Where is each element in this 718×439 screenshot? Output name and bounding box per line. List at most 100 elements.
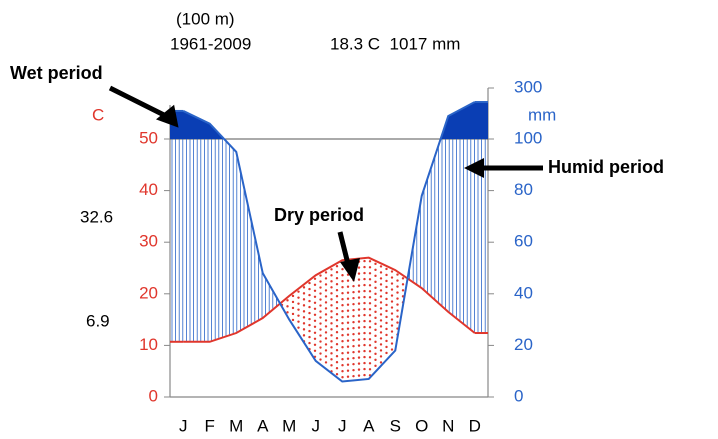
x-tick-label: D bbox=[469, 416, 481, 435]
dry-dot bbox=[379, 283, 383, 286]
dry-dot bbox=[363, 289, 366, 293]
y2-tick-label: 40 bbox=[514, 283, 533, 302]
dry-dot bbox=[374, 268, 377, 272]
dry-dot bbox=[357, 350, 361, 353]
y2-tick-label: 60 bbox=[514, 232, 533, 251]
dry-dot bbox=[352, 374, 355, 378]
dry-dot bbox=[330, 310, 333, 313]
dry-dot bbox=[357, 266, 361, 269]
x-tick-label: N bbox=[442, 416, 454, 435]
x-tick-label: J bbox=[179, 416, 188, 435]
x-tick-label: J bbox=[338, 416, 347, 435]
dry-dot bbox=[374, 298, 377, 302]
dry-dot bbox=[379, 343, 383, 346]
dry-dot bbox=[335, 367, 339, 370]
dry-dot bbox=[324, 361, 328, 364]
dry-dot bbox=[341, 280, 344, 283]
dry-dot bbox=[346, 327, 350, 330]
dry-dot bbox=[313, 277, 317, 281]
dry-dot bbox=[385, 333, 388, 337]
dry-dot bbox=[352, 290, 355, 294]
dry-dot bbox=[357, 326, 361, 329]
wet-fill bbox=[170, 110, 224, 139]
dry-dot bbox=[308, 305, 311, 309]
dry-dot bbox=[313, 313, 317, 317]
dry-dot bbox=[324, 313, 328, 316]
dry-dot bbox=[363, 265, 366, 269]
dry-dot bbox=[324, 307, 328, 310]
dry-dot bbox=[368, 326, 372, 329]
dry-dot bbox=[313, 349, 317, 353]
dry-dot bbox=[363, 277, 366, 281]
dry-dot bbox=[379, 289, 383, 292]
dry-dot bbox=[390, 282, 394, 285]
dry-dot bbox=[357, 284, 361, 287]
dry-dot bbox=[352, 320, 355, 324]
dry-dot bbox=[368, 362, 372, 365]
dry-dot bbox=[346, 333, 350, 336]
dry-dot bbox=[390, 342, 394, 345]
dry-dot bbox=[385, 285, 388, 289]
dry-dot bbox=[379, 307, 383, 310]
dry-dot bbox=[302, 328, 306, 331]
y2-tick-label: 300 bbox=[514, 77, 542, 96]
dry-dot bbox=[357, 356, 361, 359]
dry-dot bbox=[368, 266, 372, 269]
dry-dot bbox=[319, 334, 322, 337]
dry-dot bbox=[324, 343, 328, 346]
dry-dot bbox=[308, 323, 311, 327]
dry-dot bbox=[352, 308, 355, 312]
dry-dot bbox=[363, 343, 366, 347]
dry-dot bbox=[313, 325, 317, 329]
dry-dot bbox=[357, 362, 361, 365]
dry-dot bbox=[352, 344, 355, 348]
dry-dot bbox=[385, 309, 388, 313]
dry-dot bbox=[363, 367, 366, 371]
dry-dot bbox=[335, 331, 339, 334]
dry-dot bbox=[352, 296, 355, 300]
dry-dot bbox=[341, 286, 344, 289]
dry-dot bbox=[341, 316, 344, 319]
dry-dot bbox=[368, 332, 372, 335]
dry-dot bbox=[319, 340, 322, 343]
dry-dot bbox=[313, 301, 317, 305]
dry-dot bbox=[363, 307, 366, 311]
dry-dot bbox=[341, 292, 344, 295]
dry-dot bbox=[319, 310, 322, 313]
y-tick-label: 50 bbox=[139, 128, 158, 147]
dry-dot bbox=[379, 355, 383, 358]
dry-dot bbox=[335, 355, 339, 358]
dry-dot bbox=[346, 363, 350, 366]
dry-dot bbox=[396, 315, 399, 318]
dry-dot bbox=[302, 304, 306, 307]
dry-dot bbox=[308, 341, 311, 345]
dry-dot bbox=[313, 283, 317, 287]
dry-dot bbox=[341, 274, 344, 277]
dry-dot bbox=[346, 309, 350, 312]
dry-dot bbox=[390, 270, 394, 273]
dry-dot bbox=[363, 283, 366, 287]
dry-dot bbox=[341, 310, 344, 313]
dry-dot bbox=[363, 361, 366, 365]
dry-dot bbox=[324, 355, 328, 358]
dry-dot bbox=[363, 259, 366, 263]
dry-dot bbox=[368, 284, 372, 287]
dry-dot bbox=[379, 277, 383, 280]
dry-dot bbox=[396, 291, 399, 294]
dry-dot bbox=[385, 267, 388, 271]
dry-dot bbox=[291, 294, 295, 298]
dry-dot bbox=[396, 273, 399, 276]
dry-dot bbox=[324, 325, 328, 328]
dry-dot bbox=[330, 340, 333, 343]
dry-dot bbox=[352, 284, 355, 288]
dry-dot bbox=[363, 325, 366, 329]
dry-dot bbox=[374, 340, 377, 344]
dry-dot bbox=[374, 262, 377, 266]
dry-dot bbox=[308, 317, 311, 321]
y-tick-label: 40 bbox=[139, 180, 158, 199]
dry-dot bbox=[324, 283, 328, 286]
dry-dot bbox=[324, 349, 328, 352]
dry-dot bbox=[341, 370, 344, 373]
temperature-line bbox=[183, 256, 476, 343]
